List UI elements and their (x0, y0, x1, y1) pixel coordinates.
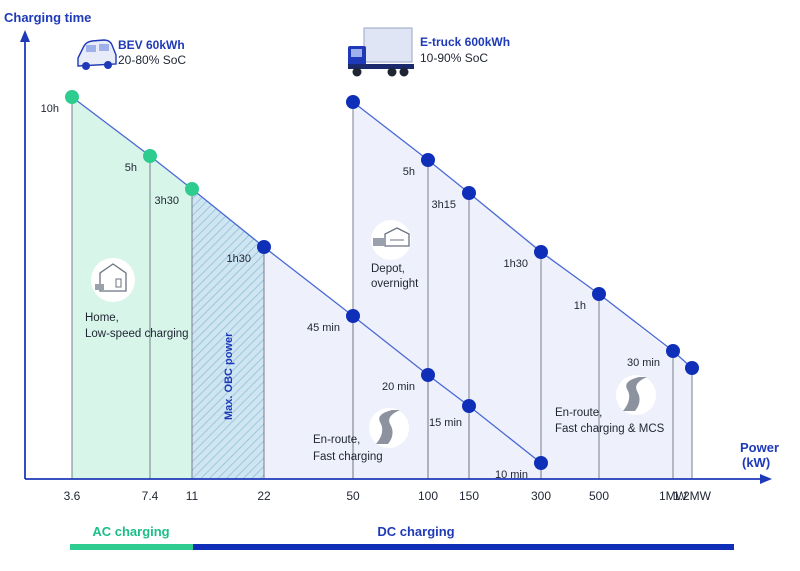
data-point (462, 399, 476, 413)
dc-band-label: DC charging (377, 524, 454, 539)
data-point (346, 95, 360, 109)
bev-legend-subtitle: 20-80% SoC (118, 53, 186, 67)
x-tick-label: 22 (257, 489, 271, 503)
data-point (462, 186, 476, 200)
data-point (143, 149, 157, 163)
dc-region-truck (353, 102, 692, 479)
road-icon-mcs (616, 375, 656, 415)
obc-region (192, 189, 264, 479)
car-icon (77, 39, 117, 70)
home-annotation-line2: Low-speed charging (85, 328, 189, 340)
data-point-label: 1h30 (504, 258, 528, 270)
home-annotation-line1: Home, (85, 312, 119, 324)
data-point-label: 1h30 (227, 253, 251, 265)
depot-annotation-line2: overnight (371, 278, 419, 290)
data-point (534, 456, 548, 470)
drop-lines (71, 97, 693, 479)
enroute-mcs-line2: Fast charging & MCS (555, 423, 665, 435)
data-point-labels: 10h 5h 3h30 1h30 45 min 20 min 15 min 10 min 5h 3… (41, 103, 660, 481)
ac-band-label: AC charging (92, 524, 169, 539)
data-point (65, 90, 79, 104)
data-point-label: 5h (403, 166, 415, 178)
x-axis-title-line2: (kW) (742, 455, 770, 470)
home-charger-icon (91, 258, 135, 302)
data-point-label: 1h (574, 300, 586, 312)
x-tick-label: 1.2MW (673, 489, 712, 503)
x-axis-title-line1: Power (740, 440, 779, 455)
ac-band-bar (70, 544, 193, 550)
dc-band-bar (193, 544, 734, 550)
y-axis-title: Charging time (4, 10, 91, 25)
x-tick-label: 11 (186, 489, 199, 503)
x-tick-label: 300 (531, 489, 551, 503)
obc-annotation: Max. OBC power (223, 332, 235, 420)
data-point-label: 30 min (627, 357, 660, 369)
enroute-fast-line2: Fast charging (313, 451, 383, 463)
data-point (257, 240, 271, 254)
y-axis-arrow (20, 30, 30, 42)
x-tick-label: 3.6 (64, 489, 81, 503)
data-point-label: 15 min (429, 417, 462, 429)
data-point (592, 287, 606, 301)
data-point (685, 361, 699, 375)
enroute-mcs-line1: En-route, (555, 407, 602, 419)
x-axis-arrow (760, 474, 772, 484)
data-point-label: 5h (125, 162, 137, 174)
data-point (421, 153, 435, 167)
depot-icon (371, 220, 411, 260)
x-tick-label: 150 (459, 489, 479, 503)
data-point-label: 10 min (495, 469, 528, 481)
data-points (65, 90, 699, 470)
data-point-label: 20 min (382, 381, 415, 393)
x-tick-label: 50 (346, 489, 360, 503)
data-point (666, 344, 680, 358)
depot-annotation-line1: Depot, (371, 263, 405, 275)
x-tick-label: 1MW (659, 489, 688, 503)
series-line-0 (71, 96, 542, 464)
x-tick-label: 7.4 (142, 489, 159, 503)
data-point (185, 182, 199, 196)
data-point (421, 368, 435, 382)
data-point-label: 3h30 (155, 195, 179, 207)
road-icon-fast (369, 408, 409, 448)
data-point-label: 10h (41, 103, 59, 115)
data-point (346, 309, 360, 323)
x-tick-label: 100 (418, 489, 438, 503)
data-point-label: 45 min (307, 322, 340, 334)
x-tick-label: 500 (589, 489, 609, 503)
data-point (534, 245, 548, 259)
enroute-fast-line1: En-route, (313, 434, 360, 446)
data-point-label: 3h15 (432, 199, 456, 211)
bev-legend-name: BEV 60kWh (118, 38, 185, 52)
truck-legend-subtitle: 10-90% SoC (420, 51, 488, 65)
truck-legend-name: E-truck 600kWh (420, 35, 510, 49)
truck-icon (348, 27, 414, 77)
